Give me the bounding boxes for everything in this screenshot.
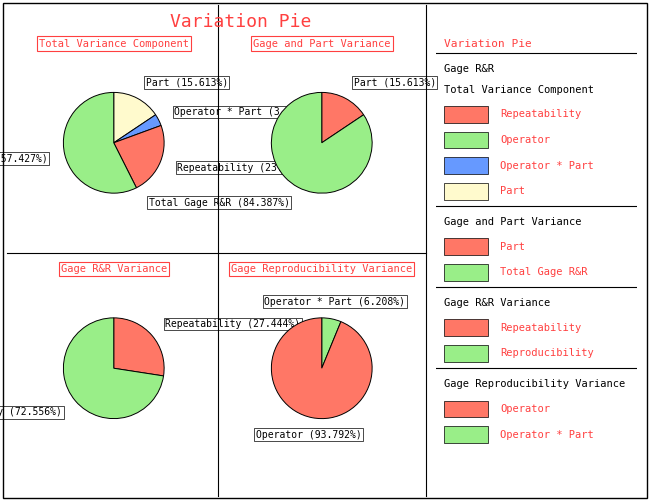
Text: Variation Pie: Variation Pie bbox=[443, 40, 531, 50]
Text: Repeatability (27.444%): Repeatability (27.444%) bbox=[165, 319, 300, 329]
Text: Part (15.613%): Part (15.613%) bbox=[146, 78, 228, 88]
Wedge shape bbox=[322, 92, 363, 143]
Text: Repeatability: Repeatability bbox=[500, 323, 581, 333]
Text: Operator * Part: Operator * Part bbox=[500, 160, 593, 170]
FancyBboxPatch shape bbox=[443, 106, 488, 123]
Wedge shape bbox=[272, 92, 372, 193]
Text: Operator (57.427%): Operator (57.427%) bbox=[0, 153, 47, 163]
Wedge shape bbox=[114, 92, 155, 143]
Text: Total Gage R&R (84.387%): Total Gage R&R (84.387%) bbox=[149, 198, 290, 208]
Wedge shape bbox=[114, 125, 164, 188]
Text: Operator: Operator bbox=[500, 135, 550, 145]
FancyBboxPatch shape bbox=[443, 238, 488, 255]
Text: Gage R&R: Gage R&R bbox=[443, 64, 493, 74]
FancyBboxPatch shape bbox=[443, 345, 488, 362]
Text: Reproducibility (72.556%): Reproducibility (72.556%) bbox=[0, 407, 62, 417]
Text: Gage R&R Variance: Gage R&R Variance bbox=[443, 298, 550, 308]
Wedge shape bbox=[64, 92, 136, 193]
Text: Operator * Part (3.801%): Operator * Part (3.801%) bbox=[174, 107, 315, 117]
Wedge shape bbox=[322, 318, 341, 368]
Text: Part: Part bbox=[500, 241, 525, 252]
Text: Part (15.613%): Part (15.613%) bbox=[354, 78, 436, 88]
Text: Total Gage R&R: Total Gage R&R bbox=[500, 267, 588, 277]
Wedge shape bbox=[114, 115, 161, 143]
Text: Gage Reproducibility Variance: Gage Reproducibility Variance bbox=[443, 379, 625, 389]
Text: Operator (93.792%): Operator (93.792%) bbox=[255, 430, 361, 440]
Wedge shape bbox=[272, 318, 372, 419]
Text: Repeatability: Repeatability bbox=[500, 109, 581, 119]
Text: Operator * Part (6.208%): Operator * Part (6.208%) bbox=[265, 297, 406, 307]
Title: Gage R&R Variance: Gage R&R Variance bbox=[60, 264, 167, 274]
Title: Total Variance Component: Total Variance Component bbox=[39, 39, 188, 49]
Wedge shape bbox=[114, 318, 164, 376]
Wedge shape bbox=[64, 318, 164, 419]
Text: Operator * Part: Operator * Part bbox=[500, 429, 593, 439]
Text: Total Variance Component: Total Variance Component bbox=[443, 85, 593, 95]
FancyBboxPatch shape bbox=[443, 320, 488, 336]
Text: Reproducibility: Reproducibility bbox=[500, 348, 593, 358]
FancyBboxPatch shape bbox=[443, 183, 488, 199]
Text: Operator: Operator bbox=[500, 404, 550, 414]
FancyBboxPatch shape bbox=[443, 426, 488, 443]
Title: Gage Reproducibility Variance: Gage Reproducibility Variance bbox=[231, 264, 412, 274]
FancyBboxPatch shape bbox=[443, 264, 488, 281]
FancyBboxPatch shape bbox=[443, 132, 488, 148]
Title: Gage and Part Variance: Gage and Part Variance bbox=[253, 39, 391, 49]
Text: Gage and Part Variance: Gage and Part Variance bbox=[443, 217, 581, 227]
Text: Variation Pie: Variation Pie bbox=[170, 13, 311, 31]
FancyBboxPatch shape bbox=[443, 401, 488, 417]
Text: Repeatability (23.160%): Repeatability (23.160%) bbox=[177, 163, 312, 173]
Text: Part: Part bbox=[500, 186, 525, 196]
FancyBboxPatch shape bbox=[443, 157, 488, 174]
